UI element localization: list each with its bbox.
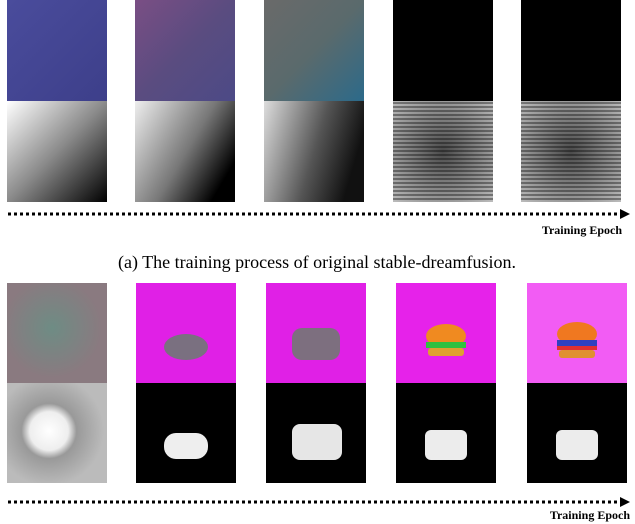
figure: Training Epoch (a) The training process … — [0, 0, 635, 524]
image — [393, 0, 493, 101]
arrow-head — [620, 209, 630, 219]
image — [7, 101, 107, 202]
object — [164, 433, 208, 459]
object — [164, 334, 208, 360]
row-b: Training Epoch — [7, 283, 630, 522]
row-a: Training Epoch (a) The training process … — [7, 0, 630, 273]
image — [264, 101, 364, 202]
object — [292, 328, 340, 360]
caption: (a) The training process of original sta… — [118, 252, 516, 273]
object — [292, 424, 342, 460]
axis-label: Training Epoch — [542, 223, 622, 237]
image — [135, 101, 235, 202]
image — [136, 283, 236, 383]
image — [7, 0, 107, 101]
object — [556, 430, 598, 460]
object — [559, 350, 595, 358]
image — [7, 383, 107, 483]
image — [7, 283, 107, 383]
image — [393, 101, 493, 202]
axis-label: Training Epoch — [550, 508, 630, 522]
image — [521, 101, 621, 202]
image — [521, 0, 621, 101]
object — [426, 342, 466, 348]
object — [425, 430, 467, 460]
object — [557, 340, 597, 346]
object — [428, 348, 464, 356]
image — [135, 0, 235, 101]
image — [264, 0, 364, 101]
arrow-head — [620, 497, 630, 507]
object — [557, 346, 597, 350]
